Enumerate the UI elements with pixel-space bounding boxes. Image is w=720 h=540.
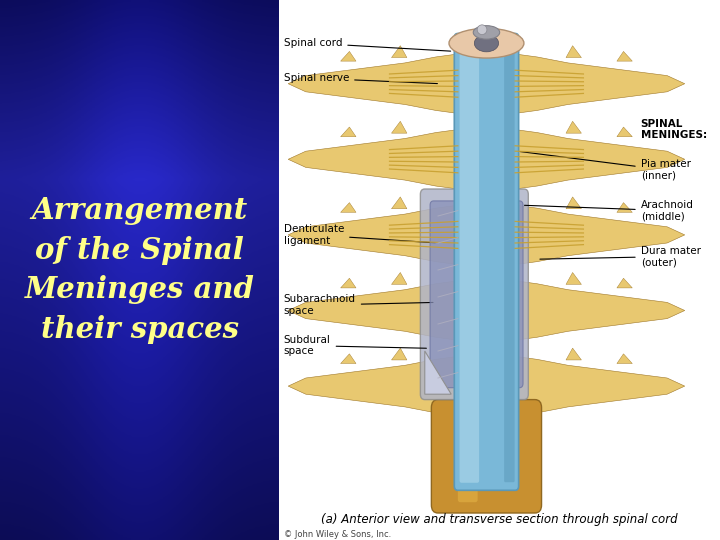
Polygon shape (341, 51, 356, 61)
Ellipse shape (442, 359, 526, 413)
FancyBboxPatch shape (431, 400, 541, 513)
Polygon shape (566, 197, 582, 209)
Polygon shape (341, 202, 356, 212)
Ellipse shape (477, 25, 487, 35)
Text: Subdural
space: Subdural space (284, 335, 426, 356)
Text: © John Wiley & Sons, Inc.: © John Wiley & Sons, Inc. (284, 530, 391, 539)
Text: (a) Anterior view and transverse section through spinal cord: (a) Anterior view and transverse section… (321, 513, 678, 526)
Polygon shape (617, 51, 632, 61)
FancyBboxPatch shape (459, 41, 479, 483)
Polygon shape (392, 197, 407, 209)
Polygon shape (566, 46, 582, 58)
Polygon shape (515, 54, 685, 113)
Polygon shape (425, 351, 451, 394)
Polygon shape (392, 46, 407, 58)
Polygon shape (515, 356, 685, 416)
Text: Subarachnoid
space: Subarachnoid space (284, 294, 433, 316)
Polygon shape (288, 281, 458, 340)
Polygon shape (617, 127, 632, 137)
Text: Spinal cord: Spinal cord (284, 38, 451, 51)
Polygon shape (288, 54, 458, 113)
Polygon shape (288, 205, 458, 265)
Polygon shape (341, 127, 356, 137)
FancyBboxPatch shape (454, 33, 518, 490)
Polygon shape (515, 130, 685, 189)
Ellipse shape (473, 25, 500, 39)
Ellipse shape (474, 35, 498, 52)
Polygon shape (617, 202, 632, 212)
Polygon shape (392, 122, 407, 133)
Polygon shape (617, 354, 632, 363)
Text: Spinal nerve: Spinal nerve (284, 73, 438, 84)
Text: Arachnoid
(middle): Arachnoid (middle) (524, 200, 693, 221)
Polygon shape (341, 354, 356, 363)
Ellipse shape (442, 208, 526, 262)
FancyBboxPatch shape (430, 201, 523, 388)
Text: Arrangement
of the Spinal
Meninges and
their spaces: Arrangement of the Spinal Meninges and t… (24, 197, 255, 343)
Polygon shape (392, 273, 407, 285)
Ellipse shape (449, 28, 524, 58)
Polygon shape (341, 278, 356, 288)
Text: Dura mater
(outer): Dura mater (outer) (540, 246, 701, 267)
Text: Pia mater
(inner): Pia mater (inner) (520, 152, 690, 181)
Polygon shape (617, 278, 632, 288)
Text: Denticulate
ligament: Denticulate ligament (284, 224, 435, 246)
Polygon shape (515, 281, 685, 340)
Polygon shape (566, 273, 582, 285)
FancyBboxPatch shape (420, 189, 528, 400)
Polygon shape (288, 356, 458, 416)
FancyBboxPatch shape (458, 410, 477, 502)
Polygon shape (392, 348, 407, 360)
Polygon shape (566, 122, 582, 133)
FancyBboxPatch shape (504, 42, 515, 482)
Polygon shape (515, 205, 685, 265)
Ellipse shape (442, 284, 526, 338)
Ellipse shape (442, 57, 526, 111)
Polygon shape (566, 348, 582, 360)
Ellipse shape (442, 132, 526, 186)
Text: SPINAL
MENINGES:: SPINAL MENINGES: (641, 119, 707, 140)
Polygon shape (288, 130, 458, 189)
